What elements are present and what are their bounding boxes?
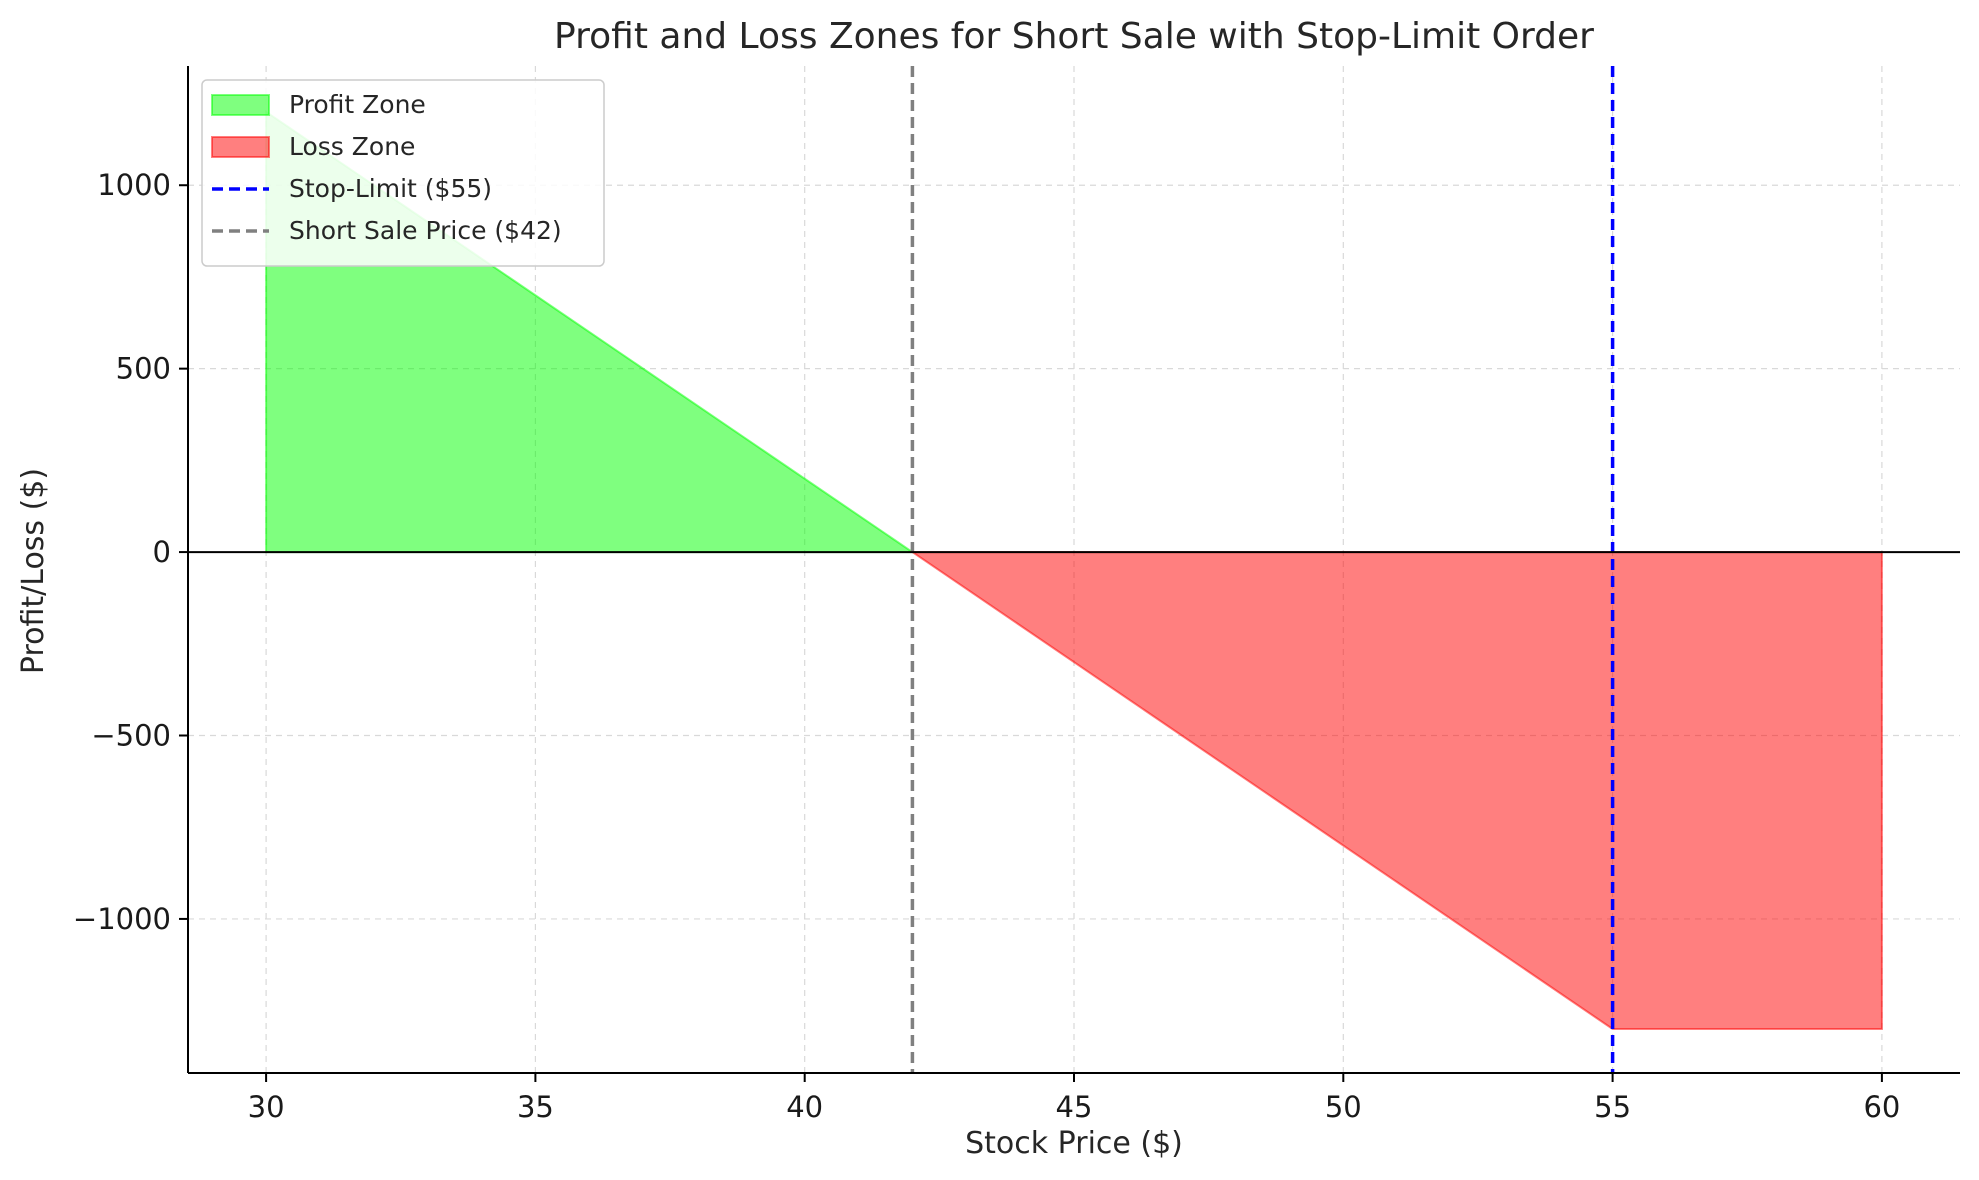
y-tick-label: 0 — [153, 535, 171, 569]
x-tick-label: 40 — [786, 1090, 823, 1124]
zone-loss-zone — [909, 551, 1883, 1030]
chart-title: Profit and Loss Zones for Short Sale wit… — [554, 16, 1594, 57]
y-axis-label: Profit/Loss ($) — [16, 468, 51, 674]
x-tick-label: 60 — [1863, 1090, 1900, 1124]
y-tick-label: 500 — [116, 352, 171, 386]
reference-lines — [188, 66, 1960, 1073]
legend-box — [201, 79, 605, 267]
x-tick-label: 35 — [517, 1090, 554, 1124]
x-tick-label: 30 — [248, 1090, 285, 1124]
legend-label-stop-limit-55: Stop-Limit ($55) — [289, 174, 492, 203]
legend-label-loss-zone: Loss Zone — [289, 132, 415, 161]
legend-swatch-loss-zone — [211, 136, 270, 158]
x-tick-label: 55 — [1594, 1090, 1631, 1124]
y-tick-label: −500 — [91, 718, 171, 752]
legend-label-profit-zone: Profit Zone — [289, 90, 426, 119]
axes — [179, 66, 1960, 1082]
legend: Profit Zone Loss Zone Stop-Limit ($55) Shor… — [201, 79, 605, 267]
legend-label-short-sale-price-42: Short Sale Price ($42) — [289, 216, 562, 245]
y-tick-label: −1000 — [73, 902, 171, 936]
x-axis-label: Stock Price ($) — [965, 1126, 1183, 1161]
tick-labels: 30 35 40 45 50 55 60 −1000 −500 0 500 1000 — [73, 168, 1900, 1124]
legend-swatch-profit-zone — [211, 94, 270, 116]
x-tick-label: 45 — [1056, 1090, 1093, 1124]
y-tick-label: 1000 — [97, 168, 171, 202]
x-tick-label: 50 — [1325, 1090, 1362, 1124]
